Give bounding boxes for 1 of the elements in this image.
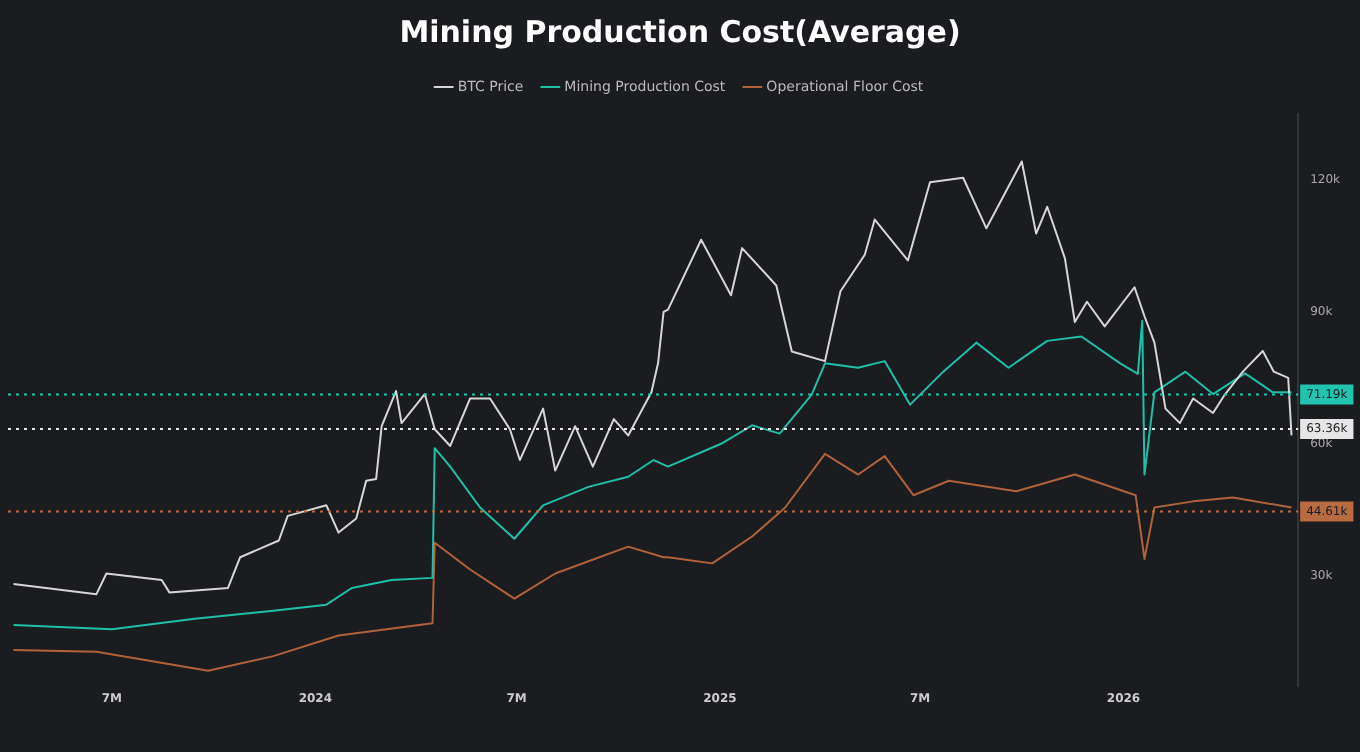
chart-title: Mining Production Cost(Average) xyxy=(399,13,961,50)
